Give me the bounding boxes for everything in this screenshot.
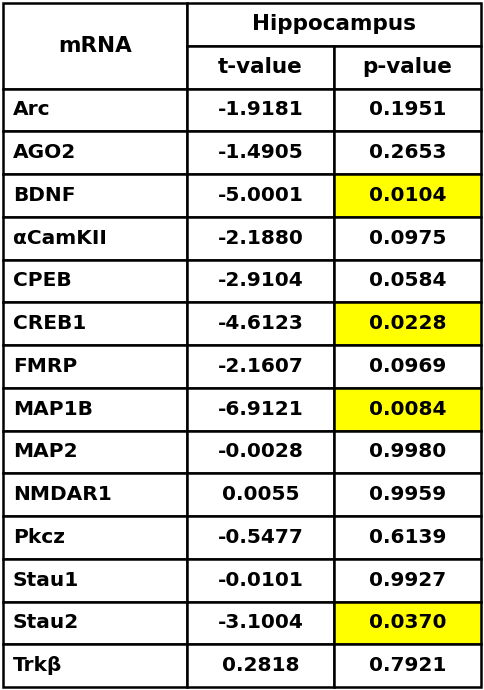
Text: 0.0969: 0.0969 [369,357,446,376]
Bar [334,388,481,431]
Text: -3.1004: -3.1004 [218,613,303,632]
Text: 0.1951: 0.1951 [369,100,446,119]
Text: 0.0228: 0.0228 [369,314,446,333]
Bar [334,217,481,259]
Text: BDNF: BDNF [13,186,76,205]
Bar [187,259,334,302]
Bar [3,3,187,88]
Text: NMDAR1: NMDAR1 [13,485,112,504]
Text: -0.0101: -0.0101 [218,571,303,590]
Bar [187,3,481,46]
Text: mRNA: mRNA [58,36,132,56]
Bar [187,559,334,602]
Text: -6.9121: -6.9121 [218,400,303,419]
Text: 0.0370: 0.0370 [369,613,446,632]
Bar [3,602,187,644]
Bar [187,516,334,559]
Bar [187,431,334,473]
Bar [187,345,334,388]
Bar [3,131,187,174]
Text: -0.5477: -0.5477 [218,528,303,547]
Text: -1.4905: -1.4905 [218,143,303,162]
Text: 0.0584: 0.0584 [369,271,446,290]
Text: -2.1880: -2.1880 [218,228,303,248]
Bar [334,473,481,516]
Bar [187,644,334,687]
Bar [334,602,481,644]
Text: αCamKII: αCamKII [13,228,107,248]
Text: MAP2: MAP2 [13,442,77,462]
Bar [334,131,481,174]
Bar [3,559,187,602]
Bar [3,431,187,473]
Text: p-value: p-value [363,57,453,77]
Text: 0.0084: 0.0084 [369,400,446,419]
Text: -5.0001: -5.0001 [218,186,303,205]
Bar [187,174,334,217]
Bar [334,345,481,388]
Text: Stau1: Stau1 [13,571,79,590]
Bar [3,217,187,259]
Bar [3,388,187,431]
Bar [334,174,481,217]
Text: AGO2: AGO2 [13,143,76,162]
Bar [3,644,187,687]
Bar [187,473,334,516]
Bar [187,217,334,259]
Text: FMRP: FMRP [13,357,77,376]
Bar [334,88,481,131]
Bar [334,516,481,559]
Text: 0.0104: 0.0104 [369,186,446,205]
Bar [334,259,481,302]
Text: Pkcz: Pkcz [13,528,65,547]
Bar [334,644,481,687]
Bar [187,388,334,431]
Bar [3,174,187,217]
Text: t-value: t-value [218,57,303,77]
Bar [3,345,187,388]
Text: Arc: Arc [13,100,51,119]
Bar [187,302,334,345]
Text: -1.9181: -1.9181 [218,100,303,119]
Text: 0.7921: 0.7921 [369,656,446,675]
Bar [3,259,187,302]
Text: 0.6139: 0.6139 [369,528,446,547]
Text: 0.0055: 0.0055 [222,485,299,504]
Bar [3,88,187,131]
Text: Stau2: Stau2 [13,613,79,632]
Bar [187,131,334,174]
Text: CREB1: CREB1 [13,314,86,333]
Text: Trkβ: Trkβ [13,656,62,675]
Bar [3,302,187,345]
Bar [334,46,481,88]
Bar [187,46,334,88]
Bar [334,302,481,345]
Text: 0.0975: 0.0975 [369,228,446,248]
Text: -0.0028: -0.0028 [218,442,303,462]
Bar [334,559,481,602]
Text: 0.2818: 0.2818 [222,656,299,675]
Text: Hippocampus: Hippocampus [252,14,416,34]
Bar [334,431,481,473]
Bar [187,88,334,131]
Bar [3,516,187,559]
Text: 0.9927: 0.9927 [369,571,446,590]
Text: -2.9104: -2.9104 [218,271,303,290]
Text: -4.6123: -4.6123 [218,314,303,333]
Text: 0.9980: 0.9980 [369,442,446,462]
Text: 0.9959: 0.9959 [369,485,446,504]
Text: -2.1607: -2.1607 [218,357,303,376]
Text: CPEB: CPEB [13,271,72,290]
Bar [3,473,187,516]
Bar [187,602,334,644]
Text: MAP1B: MAP1B [13,400,93,419]
Text: 0.2653: 0.2653 [369,143,446,162]
